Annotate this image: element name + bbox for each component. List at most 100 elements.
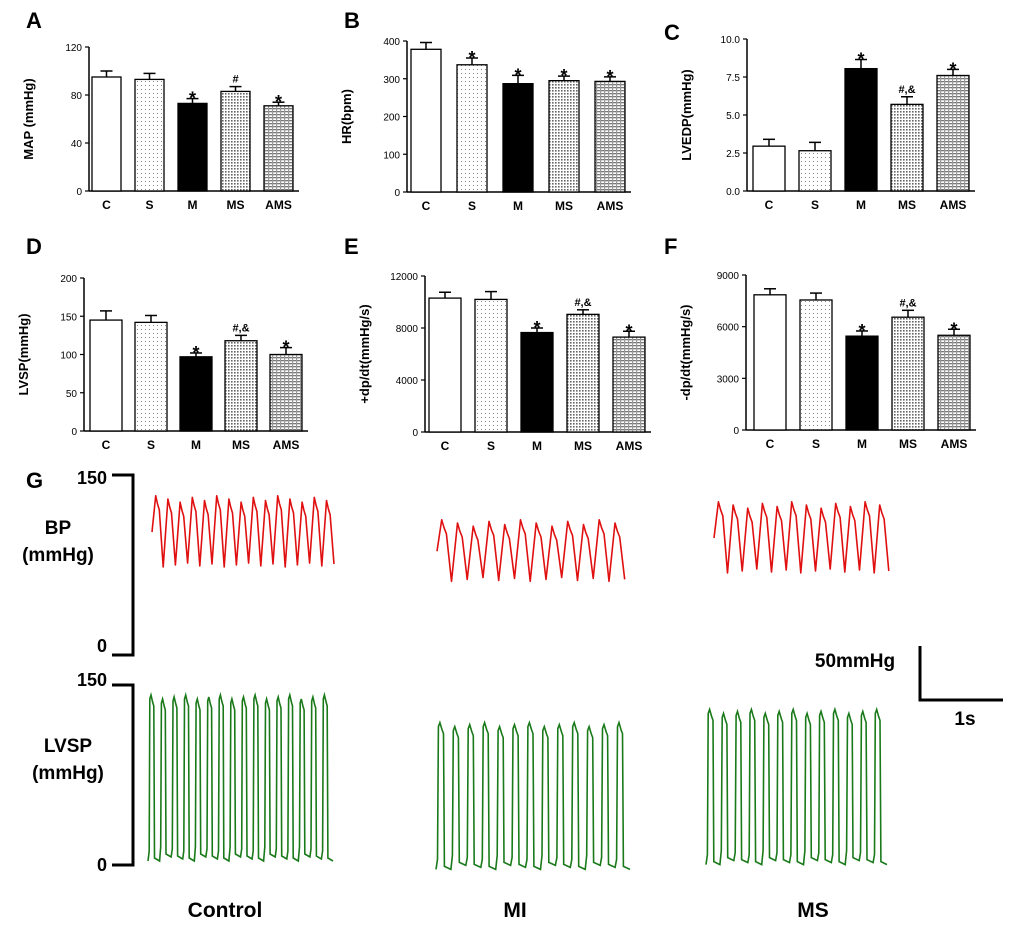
significance-marker: * bbox=[533, 318, 540, 338]
significance-marker: * bbox=[275, 92, 282, 112]
x-tick-label: S bbox=[468, 199, 476, 213]
bar-ms bbox=[225, 341, 257, 431]
y-tick-label: 400 bbox=[383, 37, 400, 48]
bp-trace-control bbox=[152, 496, 334, 567]
lvsp-trace-ms bbox=[706, 709, 887, 864]
y-tick-label: 6000 bbox=[717, 323, 740, 334]
y-tick-label: 300 bbox=[383, 75, 400, 86]
x-tick-label: M bbox=[513, 199, 523, 213]
bar-s bbox=[457, 65, 487, 192]
y-tick-label: 5.0 bbox=[726, 111, 740, 122]
scale-bar-time-label: 1s bbox=[954, 709, 975, 730]
significance-marker: * bbox=[857, 50, 864, 70]
lvsp-axis-max: 150 bbox=[77, 670, 107, 690]
panel-label-f: F bbox=[664, 234, 677, 259]
lvsp-trace-control bbox=[148, 695, 333, 861]
x-tick-label: MS bbox=[227, 198, 245, 212]
bar-m bbox=[178, 103, 207, 191]
significance-marker: * bbox=[560, 66, 567, 86]
panel-label-e: E bbox=[344, 234, 359, 259]
y-axis-label: LVSP(mmHg) bbox=[16, 313, 31, 395]
bar-c bbox=[92, 77, 121, 191]
significance-marker: * bbox=[606, 67, 613, 87]
x-tick-label: AMS bbox=[597, 199, 624, 213]
bp-trace-ms bbox=[714, 502, 889, 573]
x-tick-label: AMS bbox=[940, 198, 967, 212]
y-tick-label: 200 bbox=[60, 274, 77, 285]
x-tick-label: AMS bbox=[941, 437, 968, 451]
panel-label-g: G bbox=[26, 468, 43, 493]
x-tick-label: M bbox=[188, 198, 198, 212]
group-label-control: Control bbox=[188, 899, 263, 922]
bar-ams bbox=[937, 75, 969, 191]
y-tick-label: 100 bbox=[60, 351, 77, 362]
bar-c bbox=[753, 146, 785, 191]
x-tick-label: C bbox=[441, 439, 450, 453]
y-tick-label: 9000 bbox=[717, 271, 740, 282]
y-tick-label: 4000 bbox=[396, 376, 419, 387]
y-axis-label: +dp/dt(mmHg/s) bbox=[357, 304, 372, 403]
significance-marker: * bbox=[192, 343, 199, 363]
panel-label-b: B bbox=[344, 8, 360, 33]
pressure-traces: G 150 0 BP (mmHg) 150 0 LVSP (mmHg) 50mm… bbox=[22, 468, 1003, 922]
lvsp-axis-min: 0 bbox=[97, 855, 107, 875]
y-axis-label: -dp/dt(mmHg/s) bbox=[678, 304, 693, 400]
x-tick-label: MS bbox=[898, 198, 916, 212]
significance-marker: #,& bbox=[899, 297, 916, 309]
significance-marker: # bbox=[232, 74, 238, 86]
y-tick-label: 120 bbox=[65, 43, 82, 54]
bar-ams bbox=[270, 355, 302, 432]
y-tick-label: 80 bbox=[71, 91, 83, 102]
y-axis-label: HR(bpm) bbox=[339, 89, 354, 144]
bar-ams bbox=[938, 335, 970, 430]
y-tick-label: 50 bbox=[66, 389, 78, 400]
x-tick-label: S bbox=[487, 439, 495, 453]
bar-c bbox=[90, 320, 122, 431]
x-tick-label: MS bbox=[899, 437, 917, 451]
y-axis-label: LVEDP(mmHg) bbox=[679, 69, 694, 160]
bp-axis-bracket bbox=[112, 475, 133, 655]
bar-ms bbox=[549, 81, 579, 192]
x-tick-label: M bbox=[857, 437, 867, 451]
scale-bar bbox=[920, 646, 1003, 700]
y-tick-label: 2.5 bbox=[726, 149, 740, 160]
y-tick-label: 7.5 bbox=[726, 73, 740, 84]
x-tick-label: S bbox=[145, 198, 153, 212]
bar-m bbox=[845, 69, 877, 191]
panel-label-d: D bbox=[26, 234, 42, 259]
x-tick-label: S bbox=[811, 198, 819, 212]
lvsp-trace-mi bbox=[436, 723, 630, 870]
y-tick-label: 0.0 bbox=[726, 187, 740, 198]
y-tick-label: 12000 bbox=[390, 272, 418, 283]
y-tick-label: 8000 bbox=[396, 324, 419, 335]
x-tick-label: S bbox=[812, 437, 820, 451]
bar-ms bbox=[891, 104, 923, 191]
scale-bar-pressure-label: 50mmHg bbox=[815, 651, 895, 672]
bar-c bbox=[754, 295, 786, 430]
bp-axis-max: 150 bbox=[77, 468, 107, 488]
bar-s bbox=[475, 299, 507, 432]
x-tick-label: C bbox=[422, 199, 431, 213]
x-tick-label: C bbox=[766, 437, 775, 451]
significance-marker: * bbox=[468, 48, 475, 68]
y-tick-label: 100 bbox=[383, 150, 400, 161]
bar-ams bbox=[613, 337, 645, 432]
bar-m bbox=[846, 336, 878, 430]
bar-ms bbox=[567, 314, 599, 432]
bar-s bbox=[135, 322, 167, 431]
x-tick-label: C bbox=[102, 438, 111, 452]
y-tick-label: 0 bbox=[71, 427, 77, 438]
chart-panel-d: D 0 50 100 150 200 LVSP(mmHg) C S * M #,& MS * AMS bbox=[16, 234, 308, 452]
bar-ams bbox=[595, 81, 625, 192]
significance-marker: * bbox=[282, 338, 289, 358]
lvsp-unit-label: (mmHg) bbox=[32, 763, 104, 784]
group-label-ms: MS bbox=[797, 899, 829, 922]
significance-marker: * bbox=[950, 319, 957, 339]
significance-marker: #,& bbox=[232, 322, 249, 334]
lvsp-axis-bracket bbox=[112, 685, 133, 865]
x-tick-label: C bbox=[765, 198, 774, 212]
significance-marker: * bbox=[514, 65, 521, 85]
group-label-mi: MI bbox=[503, 899, 526, 922]
x-tick-label: MS bbox=[574, 439, 592, 453]
bar-m bbox=[521, 333, 553, 432]
